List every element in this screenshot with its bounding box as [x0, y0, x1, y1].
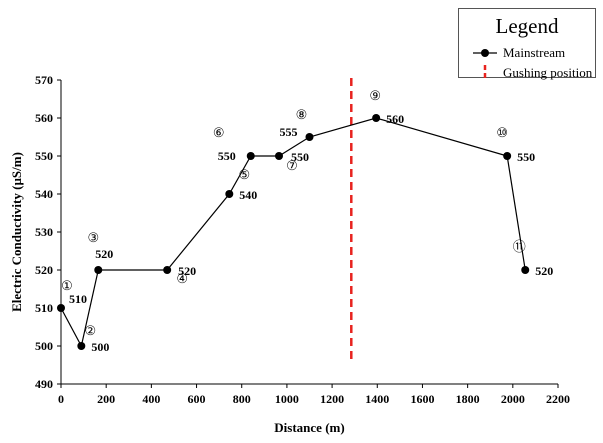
point-value-label: 555 — [280, 125, 298, 139]
point-value-label: 510 — [69, 292, 87, 306]
point-value-label: 520 — [95, 247, 113, 261]
point-value-label: 550 — [218, 149, 236, 163]
point-number-label: ① — [61, 278, 73, 293]
x-tick-label: 2000 — [501, 392, 525, 406]
point-number-label: ⑩ — [496, 125, 508, 140]
data-point — [503, 152, 512, 160]
x-tick-label: 1200 — [320, 392, 344, 406]
marker-line-icon — [473, 49, 497, 57]
data-point — [57, 304, 65, 312]
x-tick-label: 800 — [233, 392, 251, 406]
point-number-label: ⑧ — [296, 107, 308, 122]
y-tick-label: 520 — [35, 263, 53, 277]
x-tick-label: 1800 — [456, 392, 480, 406]
point-value-label: 550 — [517, 150, 535, 164]
point-number-label: ⑤ — [238, 167, 250, 182]
x-tick-label: 400 — [142, 392, 160, 406]
point-value-label: 550 — [291, 150, 309, 164]
data-point — [163, 266, 172, 274]
y-axis-title: Electric Conductivity (µS/m) — [9, 152, 24, 312]
data-point — [521, 266, 530, 274]
data-point — [275, 152, 284, 160]
point-value-label: 500 — [91, 340, 109, 354]
y-tick-label: 500 — [35, 339, 53, 353]
x-tick-label: 1000 — [275, 392, 299, 406]
point-number-label: ③ — [87, 230, 99, 245]
x-tick-label: 1600 — [410, 392, 434, 406]
point-number-label: ⑨ — [369, 88, 381, 103]
point-value-label: 520 — [178, 264, 196, 278]
x-tick-label: 600 — [188, 392, 206, 406]
data-point — [372, 114, 381, 122]
legend: Legend Mainstream Gushing position — [458, 8, 596, 81]
point-number-label: ④ — [176, 271, 188, 286]
y-tick-label: 560 — [35, 111, 53, 125]
y-tick-label: 570 — [35, 73, 53, 87]
x-tick-label: 200 — [97, 392, 115, 406]
point-value-label: 540 — [239, 188, 257, 202]
y-tick-label: 550 — [35, 149, 53, 163]
y-tick-label: 490 — [35, 377, 53, 391]
legend-label-mainstream: Mainstream — [503, 45, 566, 60]
x-axis-title: Distance (m) — [274, 420, 344, 435]
legend-title: Legend — [495, 14, 559, 38]
x-tick-label: 1400 — [365, 392, 389, 406]
y-tick-label: 540 — [35, 187, 53, 201]
data-point — [246, 152, 255, 160]
x-tick-label: 0 — [58, 392, 64, 406]
data-point — [225, 190, 234, 198]
y-tick-label: 530 — [35, 225, 53, 239]
point-value-label: 560 — [386, 112, 404, 126]
point-number-label: ⑪ — [513, 239, 526, 254]
y-tick-label: 510 — [35, 301, 53, 315]
point-value-label: 520 — [535, 264, 553, 278]
data-point — [305, 133, 314, 141]
data-point — [77, 342, 86, 350]
data-point — [94, 266, 103, 274]
dashed-line-icon — [483, 65, 487, 81]
legend-label-gushing: Gushing position — [503, 65, 593, 80]
point-number-label: ⑥ — [213, 125, 225, 140]
point-number-label: ② — [85, 323, 97, 338]
point-number-label: ⑦ — [286, 158, 298, 173]
x-tick-label: 2200 — [546, 392, 570, 406]
